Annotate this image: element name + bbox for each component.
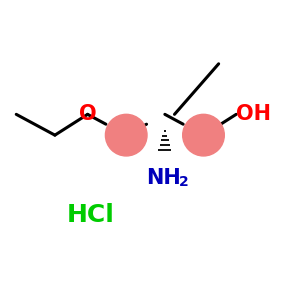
Text: 2: 2 bbox=[179, 175, 189, 189]
Text: HCl: HCl bbox=[67, 203, 115, 227]
Text: O: O bbox=[79, 104, 96, 124]
Text: NH: NH bbox=[146, 168, 181, 188]
Text: OH: OH bbox=[236, 104, 271, 124]
Circle shape bbox=[105, 114, 147, 156]
Circle shape bbox=[183, 114, 224, 156]
